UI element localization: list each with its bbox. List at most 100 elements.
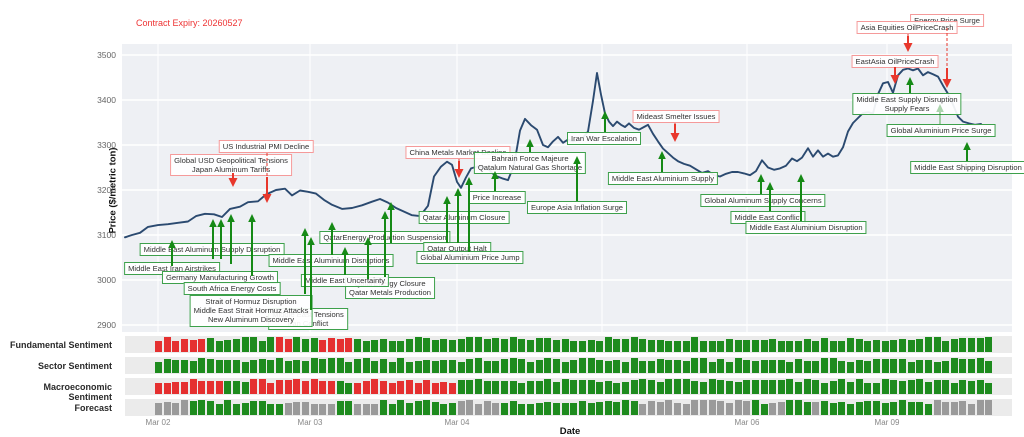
sentiment-bar (751, 380, 759, 394)
sentiment-bar (570, 360, 578, 373)
sentiment-bar (864, 401, 872, 415)
sentiment-bar (353, 359, 361, 373)
sentiment-bar (440, 382, 448, 394)
sentiment-bar (855, 379, 863, 394)
sentiment-bar (596, 341, 604, 352)
sentiment-bar (414, 401, 422, 415)
sentiment-bar (276, 358, 284, 373)
sentiment-bar (526, 340, 534, 352)
sentiment-bar (163, 383, 171, 394)
sentiment-bar (431, 402, 439, 415)
sentiment-bar (483, 339, 491, 352)
sentiment-bar (881, 341, 889, 352)
sentiment-bar (310, 338, 318, 352)
sentiment-bar (198, 358, 206, 373)
sentiment-bar (198, 339, 206, 352)
sentiment-bar (907, 362, 915, 373)
sentiment-bar (812, 402, 820, 415)
sentiment-bar (847, 362, 854, 373)
sentiment-bar (475, 404, 483, 415)
sentiment-bar (284, 403, 292, 415)
sentiment-bar (708, 379, 716, 394)
sentiment-bar (769, 339, 777, 352)
sentiment-bar (803, 379, 811, 394)
sentiment-bar (890, 359, 898, 373)
sentiment-bar (492, 361, 500, 373)
x-tick-mar-04: Mar 04 (444, 418, 470, 427)
sentiment-bar (267, 383, 275, 394)
annotation-bahrain-force-majeure: Bahrain Force Majeure Qatalum Natural Gas… (473, 152, 587, 175)
sentiment-bar (898, 381, 906, 394)
sentiment-bar (596, 382, 604, 394)
sentiment-bar (604, 337, 612, 352)
sentiment-bar (639, 379, 647, 394)
annotation-mideast-smelter-issues: Mideast Smelter Issues (632, 110, 720, 124)
sentiment-bar (232, 339, 240, 352)
sentiment-bar (302, 381, 310, 394)
sentiment-bar (942, 402, 950, 415)
sentiment-row-label: Fundamental Sentiment (9, 340, 112, 350)
sentiment-bar (786, 379, 794, 394)
sentiment-bar (345, 383, 353, 394)
sentiment-bar (578, 401, 586, 415)
sentiment-bar (509, 381, 517, 394)
sentiment-bar (509, 337, 517, 352)
sentiment-bar (552, 403, 560, 415)
sentiment-bar (751, 361, 759, 373)
sentiment-bar (959, 359, 967, 373)
sentiment-bar (475, 379, 483, 394)
sentiment-bar (180, 339, 188, 352)
sentiment-bar (224, 381, 232, 394)
sentiment-bar (561, 379, 569, 394)
sentiment-bar (717, 341, 725, 352)
sentiment-bar (665, 379, 673, 394)
annotation-qatar-aluminum-closure: Qatar Aluminum Closure (418, 211, 510, 225)
sentiment-bar (544, 402, 552, 415)
sentiment-bar (924, 404, 932, 415)
sentiment-bar (881, 403, 889, 415)
sentiment-bar (777, 380, 785, 394)
annotation-iran-war-escalation: Iran War Escalation (567, 132, 641, 146)
sentiment-bar (319, 381, 327, 394)
sentiment-bar (345, 401, 353, 415)
sentiment-bar (916, 402, 924, 415)
sentiment-bar (180, 382, 188, 394)
sentiment-bar (699, 382, 707, 394)
sentiment-bar (950, 402, 958, 415)
sentiment-bar (734, 400, 742, 415)
annotation-price-increase: Price Increase (468, 191, 526, 205)
x-tick-mar-06: Mar 06 (734, 418, 760, 427)
sentiment-bar (258, 359, 266, 373)
sentiment-bar (950, 339, 958, 352)
sentiment-bar (544, 358, 552, 373)
sentiment-bar (310, 358, 318, 373)
annotation-global-aluminum-supply-concerns: Global Aluminum Supply Concerns (700, 194, 826, 208)
sentiment-row-label: Sector Sentiment (37, 361, 112, 371)
sentiment-bar (371, 340, 379, 352)
sentiment-bar (449, 383, 457, 394)
annotation-eastasia-oilpricecrash: EastAsia OilPriceCrash (851, 55, 939, 69)
annotation-middle-east-aluminium-supply: Middle East Aluminium Supply (607, 172, 719, 186)
sentiment-bar (786, 400, 794, 415)
sentiment-bar (483, 361, 491, 373)
sentiment-bar (933, 380, 941, 394)
sentiment-bar (769, 403, 777, 415)
sentiment-bar (544, 379, 552, 394)
sentiment-bar (388, 383, 396, 394)
sentiment-bar (639, 404, 647, 415)
sentiment-bar (985, 400, 993, 415)
sentiment-bar (847, 382, 854, 394)
sentiment-bar (405, 362, 413, 373)
sentiment-bar (734, 358, 742, 373)
sentiment-bar (405, 403, 413, 415)
sentiment-bar (561, 339, 569, 352)
sentiment-bar (829, 358, 837, 373)
sentiment-bar (224, 400, 232, 415)
sentiment-bar (968, 338, 976, 352)
sentiment-bar (847, 404, 854, 415)
annotation-strait-of-hormuz-disruption: Strait of Hormuz Disruption Middle East S… (189, 295, 313, 327)
sentiment-bar (379, 339, 387, 352)
sentiment-bar (362, 381, 370, 394)
sentiment-bar (379, 359, 387, 373)
